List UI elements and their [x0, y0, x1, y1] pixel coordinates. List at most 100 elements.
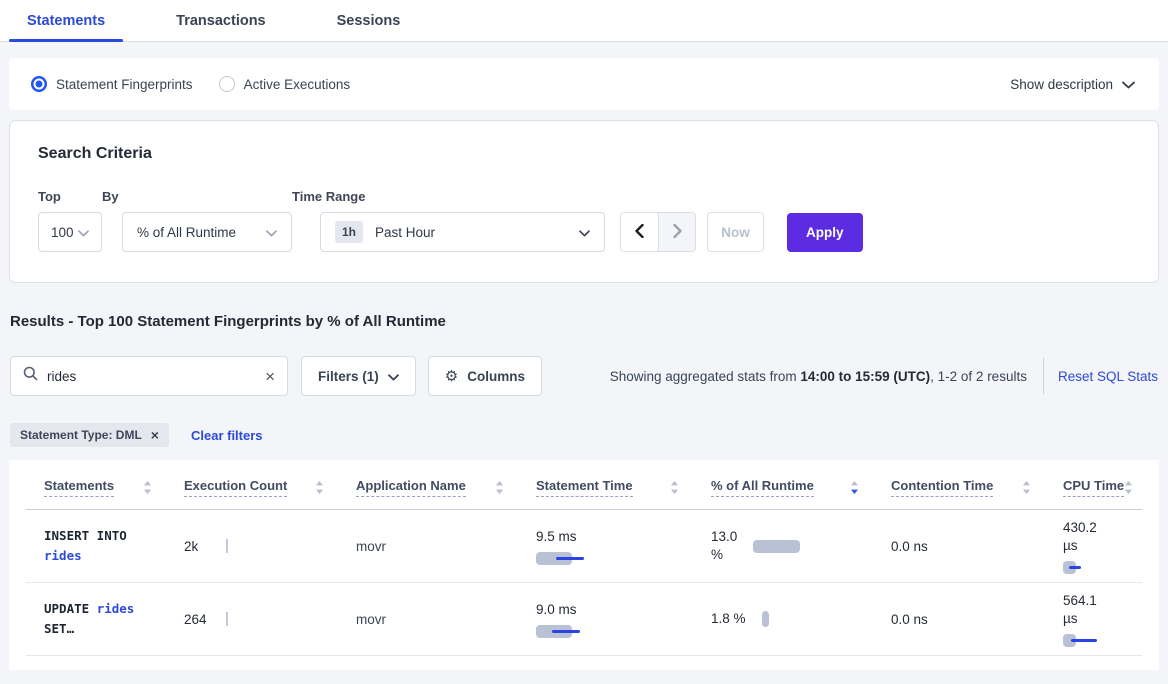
contention-time-cell: 0.0 ns — [891, 611, 928, 627]
top-select-value: 100 — [51, 224, 74, 240]
execution-count-bar — [226, 612, 228, 626]
search-criteria-controls: Top 100 By % of All Runtime Time Range 1… — [38, 189, 1130, 252]
show-description-toggle[interactable]: Show description — [1010, 77, 1135, 92]
statement-cell[interactable]: INSERT INTO rides — [26, 526, 166, 566]
radio-unselected-icon[interactable] — [218, 76, 235, 92]
view-toggle-group: Statement Fingerprints Active Executions — [31, 76, 350, 92]
column-header-label: Statements — [44, 478, 115, 497]
statement-time-cell: 9.0 ms — [518, 601, 693, 638]
execution-count-cell: 264 — [166, 612, 338, 627]
table-header-row: Statements Execution Count Application Nam… — [26, 466, 1142, 510]
time-range-field: Time Range 1h Past Hour — [292, 189, 605, 252]
pct-runtime-bar — [753, 539, 801, 553]
clear-filters-link[interactable]: Clear filters — [190, 427, 263, 443]
execution-count-cell: 2k — [166, 539, 338, 554]
tab-transactions[interactable]: Transactions — [176, 12, 266, 29]
clear-search-icon[interactable]: × — [265, 366, 275, 386]
column-header[interactable]: Application Name — [338, 478, 518, 497]
sort-icon[interactable] — [143, 480, 152, 495]
radio-statement-fingerprints[interactable]: Statement Fingerprints — [31, 76, 193, 92]
search-box[interactable]: × — [10, 356, 288, 396]
search-criteria-card: Search Criteria Top 100 By % of All Runt… — [9, 120, 1159, 283]
now-button[interactable]: Now — [707, 212, 764, 252]
pct-runtime-cell: 13.0 % — [693, 528, 873, 564]
execution-count-value: 2k — [184, 538, 199, 554]
remove-filter-icon[interactable]: × — [150, 427, 159, 443]
bar-mean-dash — [556, 556, 584, 560]
statement-time-bar — [536, 624, 592, 638]
chevron-down-icon — [1122, 77, 1135, 92]
contention-time-cell: 0.0 ns — [891, 538, 928, 554]
bar-mean-dash — [1071, 638, 1097, 642]
top-select[interactable]: 100 — [38, 212, 102, 252]
statements-table-card: Statements Execution Count Application Nam… — [9, 460, 1159, 670]
time-range-select[interactable]: 1h Past Hour — [320, 212, 605, 252]
column-header[interactable]: Statements — [26, 478, 166, 497]
table-row: UPDATE rides SET… 264 movr 9.0 ms 1.8 % 0.0 n… — [26, 583, 1142, 656]
pct-runtime-value: 13.0 % — [711, 529, 738, 562]
column-header[interactable]: Execution Count — [166, 478, 338, 497]
application-name-cell: movr — [356, 611, 386, 627]
top-label: Top — [38, 189, 61, 204]
application-name-cell: movr — [356, 538, 386, 554]
cpu-time-cell: 564.1 µs — [1045, 592, 1142, 647]
chevron-down-icon — [579, 225, 590, 240]
results-summary: Showing aggregated stats from 14:00 to 1… — [610, 369, 1027, 384]
by-select[interactable]: % of All Runtime — [122, 212, 292, 252]
columns-button[interactable]: ⚙ Columns — [427, 356, 542, 396]
cpu-time-cell: 430.2 µs — [1045, 519, 1142, 574]
previous-time-button[interactable] — [621, 213, 658, 251]
sort-icon[interactable] — [315, 480, 324, 495]
bar-mean-dash — [1069, 565, 1081, 569]
search-criteria-title: Search Criteria — [38, 145, 152, 162]
filter-chip-label: Statement Type: DML — [20, 428, 142, 442]
statement-link[interactable]: rides — [96, 601, 135, 616]
by-select-value: % of All Runtime — [137, 224, 237, 240]
view-toggle-panel: Statement Fingerprints Active Executions… — [9, 58, 1159, 110]
statement-link[interactable]: rides — [44, 548, 82, 563]
column-header[interactable]: % of All Runtime — [693, 478, 873, 497]
filter-chip-row: Statement Type: DML × Clear filters — [10, 423, 1158, 447]
summary-time-range: 14:00 to 15:59 (UTC) — [800, 368, 931, 384]
column-header-label: Execution Count — [184, 478, 288, 497]
statement-cell[interactable]: UPDATE rides SET… — [26, 599, 166, 639]
chevron-right-icon — [672, 223, 682, 241]
statement-time-value: 9.5 ms — [536, 528, 577, 544]
reset-sql-stats-link[interactable]: Reset SQL Stats — [1057, 368, 1158, 384]
search-input[interactable] — [47, 368, 266, 384]
column-header[interactable]: CPU Time — [1045, 478, 1142, 497]
radio-active-executions[interactable]: Active Executions — [218, 76, 350, 92]
radio-selected-icon[interactable] — [31, 76, 47, 92]
bar-gray — [536, 551, 572, 565]
sort-icon[interactable] — [1124, 480, 1133, 495]
show-description-label: Show description — [1010, 76, 1113, 92]
column-header[interactable]: Contention Time — [873, 478, 1045, 497]
sort-icon[interactable] — [1022, 480, 1031, 495]
tab-statements[interactable]: Statements — [9, 0, 124, 42]
statement-text: UPDATE — [44, 601, 97, 616]
sort-icon[interactable] — [850, 480, 859, 495]
apply-button[interactable]: Apply — [787, 213, 863, 252]
search-icon — [23, 366, 38, 386]
tab-bar: Statements Transactions Sessions — [0, 0, 1168, 42]
column-header-label: Contention Time — [891, 478, 994, 497]
statement-time-bar — [536, 551, 592, 565]
table-body: INSERT INTO rides 2k movr 9.5 ms 13.0 % 0.0 n… — [26, 510, 1142, 656]
by-field: By % of All Runtime — [102, 189, 292, 252]
vertical-divider — [1042, 358, 1044, 394]
sort-icon[interactable] — [495, 480, 504, 495]
sort-icon[interactable] — [670, 480, 679, 495]
pct-runtime-bar — [761, 611, 769, 627]
filter-chip: Statement Type: DML × — [10, 423, 169, 447]
summary-prefix: Showing aggregated stats from — [609, 368, 801, 384]
tab-sessions[interactable]: Sessions — [336, 12, 401, 29]
execution-count-value: 264 — [184, 611, 207, 627]
bar-mean-dash — [552, 629, 580, 633]
next-time-button[interactable] — [658, 213, 695, 251]
filters-button[interactable]: Filters (1) — [301, 356, 416, 396]
execution-count-bar — [226, 539, 228, 553]
bar-gray — [1063, 633, 1076, 647]
column-header[interactable]: Statement Time — [518, 478, 693, 497]
statement-text: SET… — [44, 621, 75, 636]
top-field: Top 100 — [38, 189, 102, 252]
